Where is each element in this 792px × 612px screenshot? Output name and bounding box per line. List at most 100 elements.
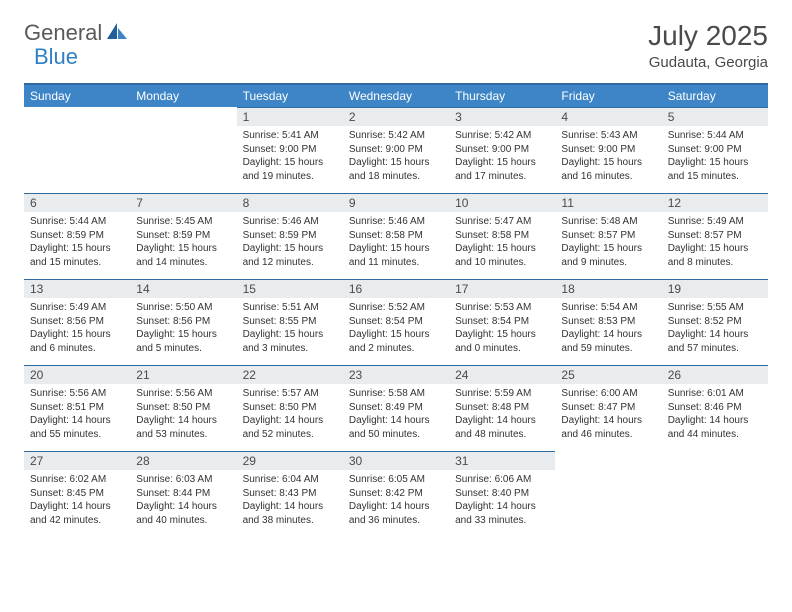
sunset-line: Sunset: 8:44 PM (136, 487, 230, 501)
calendar-day-cell: 2Sunrise: 5:42 AMSunset: 9:00 PMDaylight… (343, 107, 449, 193)
calendar-week-row: 6Sunrise: 5:44 AMSunset: 8:59 PMDaylight… (24, 193, 768, 279)
calendar-day-cell: 28Sunrise: 6:03 AMSunset: 8:44 PMDayligh… (130, 451, 236, 537)
sunrise-line: Sunrise: 6:00 AM (561, 387, 655, 401)
day-details: Sunrise: 5:45 AMSunset: 8:59 PMDaylight:… (130, 212, 236, 272)
day-number: 14 (130, 279, 236, 298)
sunrise-line: Sunrise: 5:56 AM (30, 387, 124, 401)
day-details: Sunrise: 5:43 AMSunset: 9:00 PMDaylight:… (555, 126, 661, 186)
daylight-line: Daylight: 14 hours and 44 minutes. (668, 414, 762, 441)
calendar-day-cell: 13Sunrise: 5:49 AMSunset: 8:56 PMDayligh… (24, 279, 130, 365)
calendar-day-cell: 31 Sunrise: 6:06 AMSunset: 8:40 PMDayligh… (449, 451, 555, 537)
weekday-header-row: Sunday Monday Tuesday Wednesday Thursday… (24, 84, 768, 107)
day-details: Sunrise: 5:53 AMSunset: 8:54 PMDaylight:… (449, 298, 555, 358)
daylight-line: Daylight: 15 hours and 5 minutes. (136, 328, 230, 355)
day-details: Sunrise: 5:42 AMSunset: 9:00 PMDaylight:… (449, 126, 555, 186)
day-number: 22 (237, 365, 343, 384)
day-number: 30 (343, 451, 449, 470)
sunset-line: Sunset: 8:57 PM (668, 229, 762, 243)
calendar-day-cell: 19Sunrise: 5:55 AMSunset: 8:52 PMDayligh… (662, 279, 768, 365)
calendar-day-cell: 21Sunrise: 5:56 AMSunset: 8:50 PMDayligh… (130, 365, 236, 451)
sunrise-line: Sunrise: 6:03 AM (136, 473, 230, 487)
day-number: 25 (555, 365, 661, 384)
sunrise-line: Sunrise: 5:59 AM (455, 387, 549, 401)
location-label: Gudauta, Georgia (648, 54, 768, 71)
sunrise-line: Sunrise: 5:52 AM (349, 301, 443, 315)
sunrise-line: Sunrise: 5:44 AM (30, 215, 124, 229)
sunset-line: Sunset: 8:55 PM (243, 315, 337, 329)
sunset-line: Sunset: 8:52 PM (668, 315, 762, 329)
day-details: Sunrise: 5:50 AMSunset: 8:56 PMDaylight:… (130, 298, 236, 358)
calendar-day-cell (662, 451, 768, 537)
day-details: Sunrise: 5:51 AMSunset: 8:55 PMDaylight:… (237, 298, 343, 358)
weekday-header: Thursday (449, 84, 555, 107)
day-details: Sunrise: 5:58 AMSunset: 8:49 PMDaylight:… (343, 384, 449, 444)
day-details: Sunrise: 6:00 AMSunset: 8:47 PMDaylight:… (555, 384, 661, 444)
daylight-line: Daylight: 15 hours and 17 minutes. (455, 156, 549, 183)
sunset-line: Sunset: 8:45 PM (30, 487, 124, 501)
day-number: 1 (237, 107, 343, 126)
sunset-line: Sunset: 8:59 PM (136, 229, 230, 243)
calendar-day-cell: 16Sunrise: 5:52 AMSunset: 8:54 PMDayligh… (343, 279, 449, 365)
day-number: 5 (662, 107, 768, 126)
day-details: Sunrise: 5:55 AMSunset: 8:52 PMDaylight:… (662, 298, 768, 358)
calendar-week-row: 1Sunrise: 5:41 AMSunset: 9:00 PMDaylight… (24, 107, 768, 193)
day-number: 9 (343, 193, 449, 212)
sunset-line: Sunset: 9:00 PM (349, 143, 443, 157)
daylight-line: Daylight: 15 hours and 15 minutes. (668, 156, 762, 183)
calendar-day-cell: 20Sunrise: 5:56 AMSunset: 8:51 PMDayligh… (24, 365, 130, 451)
sunset-line: Sunset: 8:46 PM (668, 401, 762, 415)
day-details: Sunrise: 5:41 AMSunset: 9:00 PMDaylight:… (237, 126, 343, 186)
day-details: Sunrise: 5:49 AMSunset: 8:56 PMDaylight:… (24, 298, 130, 358)
day-number: 11 (555, 193, 661, 212)
weekday-header: Monday (130, 84, 236, 107)
month-title: July 2025 (648, 20, 768, 52)
daylight-line: Daylight: 15 hours and 18 minutes. (349, 156, 443, 183)
sunset-line: Sunset: 8:50 PM (243, 401, 337, 415)
daylight-line: Daylight: 15 hours and 0 minutes. (455, 328, 549, 355)
sunrise-line: Sunrise: 5:55 AM (668, 301, 762, 315)
calendar-day-cell: 9Sunrise: 5:46 AMSunset: 8:58 PMDaylight… (343, 193, 449, 279)
day-number: 26 (662, 365, 768, 384)
sunrise-line: Sunrise: 6:02 AM (30, 473, 124, 487)
day-details: Sunrise: 5:48 AMSunset: 8:57 PMDaylight:… (555, 212, 661, 272)
calendar-day-cell: 23Sunrise: 5:58 AMSunset: 8:49 PMDayligh… (343, 365, 449, 451)
calendar-table: Sunday Monday Tuesday Wednesday Thursday… (24, 83, 768, 537)
sunset-line: Sunset: 8:56 PM (136, 315, 230, 329)
weekday-header: Tuesday (237, 84, 343, 107)
calendar-day-cell: 5Sunrise: 5:44 AMSunset: 9:00 PMDaylight… (662, 107, 768, 193)
calendar-day-cell: 1Sunrise: 5:41 AMSunset: 9:00 PMDaylight… (237, 107, 343, 193)
sunrise-line: Sunrise: 5:50 AM (136, 301, 230, 315)
day-details: Sunrise: 5:56 AMSunset: 8:51 PMDaylight:… (24, 384, 130, 444)
weekday-header: Sunday (24, 84, 130, 107)
sunset-line: Sunset: 8:58 PM (455, 229, 549, 243)
calendar-day-cell: 29Sunrise: 6:04 AMSunset: 8:43 PMDayligh… (237, 451, 343, 537)
sunrise-line: Sunrise: 5:51 AM (243, 301, 337, 315)
calendar-week-row: 27Sunrise: 6:02 AMSunset: 8:45 PMDayligh… (24, 451, 768, 537)
daylight-line: Daylight: 15 hours and 6 minutes. (30, 328, 124, 355)
logo: General Blue (24, 20, 130, 46)
daylight-line: Daylight: 15 hours and 9 minutes. (561, 242, 655, 269)
day-number: 2 (343, 107, 449, 126)
sunset-line: Sunset: 8:40 PM (455, 487, 549, 501)
day-number: 10 (449, 193, 555, 212)
daylight-line: Daylight: 14 hours and 33 minutes. (455, 500, 549, 527)
daylight-line: Daylight: 14 hours and 46 minutes. (561, 414, 655, 441)
day-number: 31 (449, 451, 555, 470)
logo-text-general: General (24, 20, 102, 46)
sunset-line: Sunset: 8:47 PM (561, 401, 655, 415)
calendar-day-cell: 25Sunrise: 6:00 AMSunset: 8:47 PMDayligh… (555, 365, 661, 451)
sunrise-line: Sunrise: 5:43 AM (561, 129, 655, 143)
day-details: Sunrise: 5:52 AMSunset: 8:54 PMDaylight:… (343, 298, 449, 358)
calendar-day-cell: 24Sunrise: 5:59 AMSunset: 8:48 PMDayligh… (449, 365, 555, 451)
calendar-day-cell: 18Sunrise: 5:54 AMSunset: 8:53 PMDayligh… (555, 279, 661, 365)
sunrise-line: Sunrise: 6:06 AM (455, 473, 549, 487)
day-number: 24 (449, 365, 555, 384)
day-number: 8 (237, 193, 343, 212)
calendar-day-cell: 8Sunrise: 5:46 AMSunset: 8:59 PMDaylight… (237, 193, 343, 279)
sunrise-line: Sunrise: 5:46 AM (349, 215, 443, 229)
calendar-day-cell: 22Sunrise: 5:57 AMSunset: 8:50 PMDayligh… (237, 365, 343, 451)
sunset-line: Sunset: 8:58 PM (349, 229, 443, 243)
sunrise-line: Sunrise: 5:47 AM (455, 215, 549, 229)
sunrise-line: Sunrise: 5:41 AM (243, 129, 337, 143)
calendar-day-cell: 6Sunrise: 5:44 AMSunset: 8:59 PMDaylight… (24, 193, 130, 279)
